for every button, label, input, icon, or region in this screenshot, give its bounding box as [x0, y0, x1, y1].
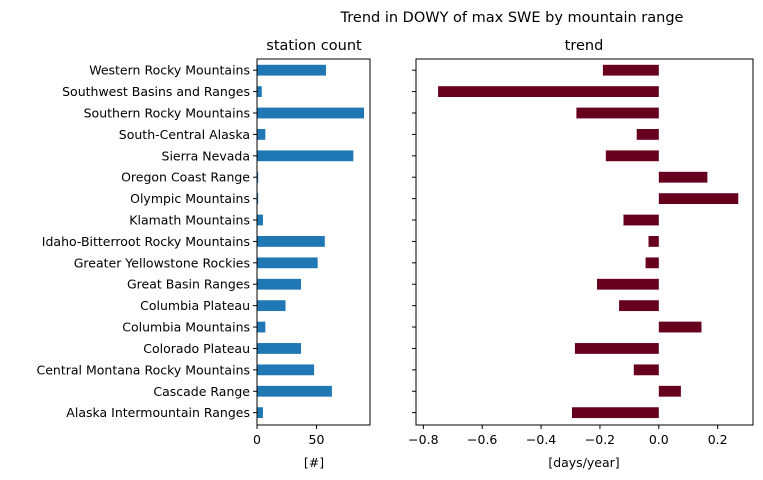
category-label: Cascade Range [153, 384, 250, 399]
category-label: Oregon Coast Range [121, 170, 250, 185]
station-count-bar [257, 257, 318, 269]
category-label: Greater Yellowstone Rockies [74, 255, 250, 270]
trend-x-tick-label: −0.4 [526, 432, 556, 447]
trend-bar [619, 300, 659, 312]
station-count-bar [257, 107, 365, 119]
station-count-bar [257, 385, 332, 397]
category-label: Central Montana Rocky Mountains [36, 362, 250, 377]
category-label: Klamath Mountains [129, 213, 250, 228]
station-count-bar [257, 321, 266, 333]
trend-title: trend [565, 38, 604, 54]
trend-panel: trend −0.8 −0.6 −0.4 −0.2 0.0 0.2 [days/year] [408, 38, 754, 470]
station-count-x-tick-label: 0 [253, 432, 261, 447]
station-count-bars [257, 64, 365, 419]
station-count-x-ticks: 0 50 [253, 425, 324, 447]
station-count-title: station count [266, 38, 362, 54]
station-count-axes-frame [256, 58, 371, 426]
category-label: Idaho-Bitterroot Rocky Mountains [42, 234, 250, 249]
trend-bar [574, 343, 659, 354]
station-count-bar [257, 129, 266, 140]
category-label: Olympic Mountains [130, 191, 250, 206]
station-count-category-ticks: Western Rocky Mountains Southwest Basins … [36, 63, 257, 420]
trend-x-tick-label: −0.8 [408, 432, 438, 447]
trend-x-tick-label: 0.2 [708, 432, 728, 447]
station-count-bar [257, 278, 302, 290]
trend-bar [623, 214, 659, 226]
category-label: Colorado Plateau [143, 341, 250, 356]
trend-bar [645, 257, 659, 269]
trend-x-tick-label: −0.6 [467, 432, 497, 447]
station-count-bar [257, 214, 263, 226]
trend-bar [438, 86, 659, 98]
trend-bar [636, 129, 659, 140]
trend-axes-frame [415, 58, 754, 426]
trend-x-ticks: −0.8 −0.6 −0.4 −0.2 0.0 0.2 [408, 425, 728, 447]
station-count-x-tick-label: 50 [309, 432, 325, 447]
station-count-panel: station count Western Rocky Mountains Sou… [36, 38, 371, 470]
station-count-bar [257, 407, 263, 419]
category-label: Southern Rocky Mountains [84, 106, 250, 121]
category-label: Columbia Mountains [122, 320, 250, 335]
trend-bar [633, 364, 659, 376]
station-count-bar [257, 236, 325, 247]
station-count-bar [257, 193, 259, 205]
trend-bar [576, 107, 659, 119]
category-label: Alaska Intermountain Ranges [66, 405, 250, 420]
station-count-bar [257, 150, 354, 162]
station-count-bar [257, 300, 286, 312]
figure-suptitle: Trend in DOWY of max SWE by mountain ran… [340, 10, 684, 26]
trend-xlabel: [days/year] [548, 455, 619, 470]
station-count-bar [257, 86, 262, 98]
trend-bar [571, 407, 659, 419]
trend-bar [658, 171, 708, 183]
category-label: Western Rocky Mountains [89, 63, 250, 78]
trend-x-tick-label: −0.2 [585, 432, 615, 447]
station-count-xlabel: [#] [304, 455, 324, 470]
category-label: Columbia Plateau [140, 298, 250, 313]
station-count-bar [257, 364, 315, 376]
station-count-bar [257, 171, 259, 183]
trend-bar [597, 278, 659, 290]
trend-bar [648, 236, 659, 247]
category-label: Great Basin Ranges [127, 277, 250, 292]
category-label: Sierra Nevada [162, 148, 250, 163]
trend-bar [658, 193, 739, 205]
station-count-bar [257, 343, 302, 354]
trend-bar [605, 150, 659, 162]
category-label: Southwest Basins and Ranges [62, 84, 250, 99]
trend-bar [602, 64, 659, 76]
trend-bar [658, 321, 702, 333]
category-label: South-Central Alaska [119, 127, 250, 142]
trend-x-tick-label: 0.0 [649, 432, 669, 447]
trend-category-ticks [412, 69, 416, 414]
trend-bar [658, 385, 681, 397]
trend-bars [438, 64, 739, 419]
station-count-bar [257, 64, 326, 76]
